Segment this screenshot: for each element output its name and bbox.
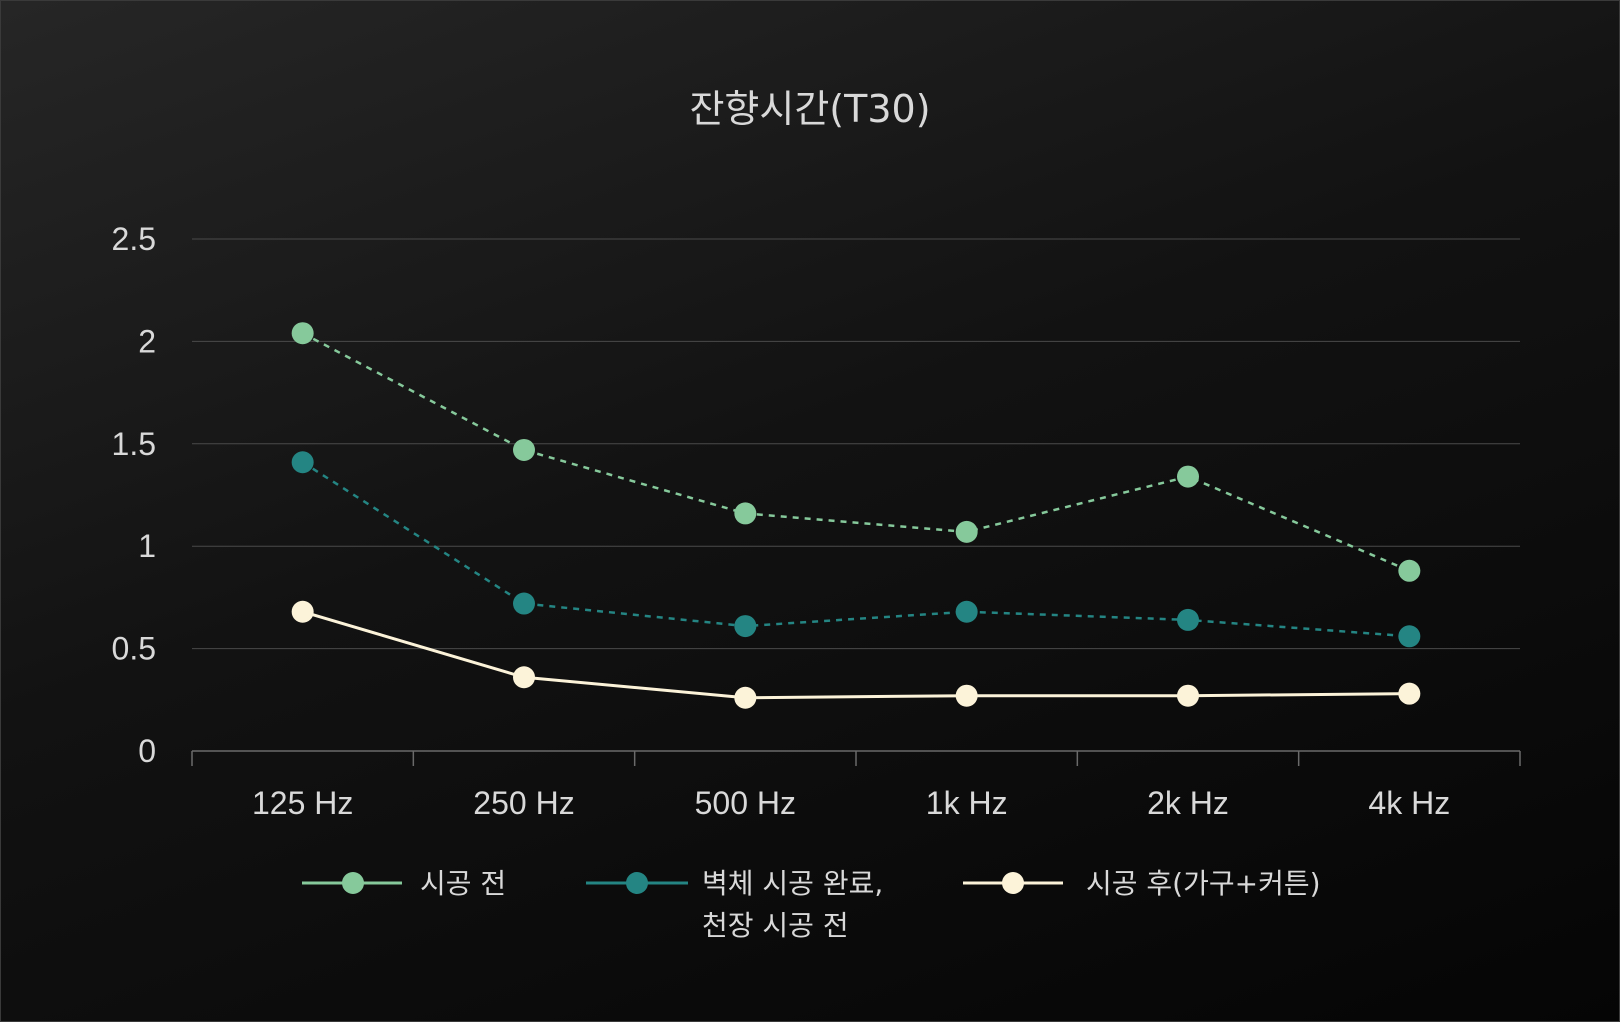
data-point xyxy=(1177,465,1199,488)
y-tick-label: 2.5 xyxy=(112,221,156,257)
x-tick-label: 2k Hz xyxy=(1147,785,1229,821)
x-axis: 125 Hz 250 Hz 500 Hz 1k Hz 2k Hz 4k Hz xyxy=(191,751,1521,821)
y-tick-label: 0 xyxy=(138,733,156,769)
gridlines xyxy=(192,238,1520,752)
x-tick-label: 500 Hz xyxy=(695,785,796,821)
data-point xyxy=(734,615,757,638)
data-point xyxy=(734,686,757,709)
data-point xyxy=(734,502,757,525)
data-point xyxy=(513,666,535,689)
data-point xyxy=(955,600,978,623)
y-tick-label: 0.5 xyxy=(112,631,156,667)
series-line xyxy=(301,461,1410,638)
data-point xyxy=(291,451,314,474)
data-point xyxy=(955,520,978,543)
legend-label: 시공 후(가구+커튼) xyxy=(1086,867,1321,900)
legend-label: 벽체 시공 완료, xyxy=(702,867,883,900)
series-group xyxy=(291,322,1421,709)
chart-title: 잔향시간(T30) xyxy=(689,87,930,131)
data-point xyxy=(513,592,535,615)
legend-marker xyxy=(1002,872,1024,894)
y-tick-label: 2 xyxy=(138,323,156,359)
legend: 시공 전 벽체 시공 완료, 천장 시공 전 시공 후(가구+커튼) xyxy=(302,867,1321,942)
y-tick-label: 1 xyxy=(138,528,156,564)
legend-label: 시공 전 xyxy=(420,867,506,900)
legend-item-1: 시공 전 xyxy=(302,867,506,900)
legend-marker xyxy=(626,872,648,894)
y-tick-label: 1.5 xyxy=(112,426,156,462)
x-tick-label: 1k Hz xyxy=(926,785,1008,821)
data-point xyxy=(1177,684,1199,707)
data-point xyxy=(1398,559,1421,582)
series-3 xyxy=(291,600,1421,709)
y-axis: 0 0.5 1 1.5 2 2.5 xyxy=(112,221,156,769)
data-point xyxy=(1398,682,1421,705)
legend-item-3: 시공 후(가구+커튼) xyxy=(963,867,1321,900)
legend-marker xyxy=(342,872,364,894)
data-point xyxy=(513,438,535,461)
data-point xyxy=(291,322,314,345)
series-1 xyxy=(291,322,1421,582)
x-tick-label: 4k Hz xyxy=(1368,785,1450,821)
series-line xyxy=(302,332,1410,572)
x-tick-label: 125 Hz xyxy=(252,785,353,821)
series-line xyxy=(302,610,1410,700)
data-point xyxy=(291,600,314,623)
x-tick-label: 250 Hz xyxy=(473,785,574,821)
data-point xyxy=(955,684,978,707)
legend-item-2: 벽체 시공 완료, 천장 시공 전 xyxy=(586,867,883,942)
legend-label: 천장 시공 전 xyxy=(702,909,849,942)
series-2 xyxy=(291,451,1421,648)
data-point xyxy=(1177,608,1199,631)
data-point xyxy=(1398,625,1421,648)
